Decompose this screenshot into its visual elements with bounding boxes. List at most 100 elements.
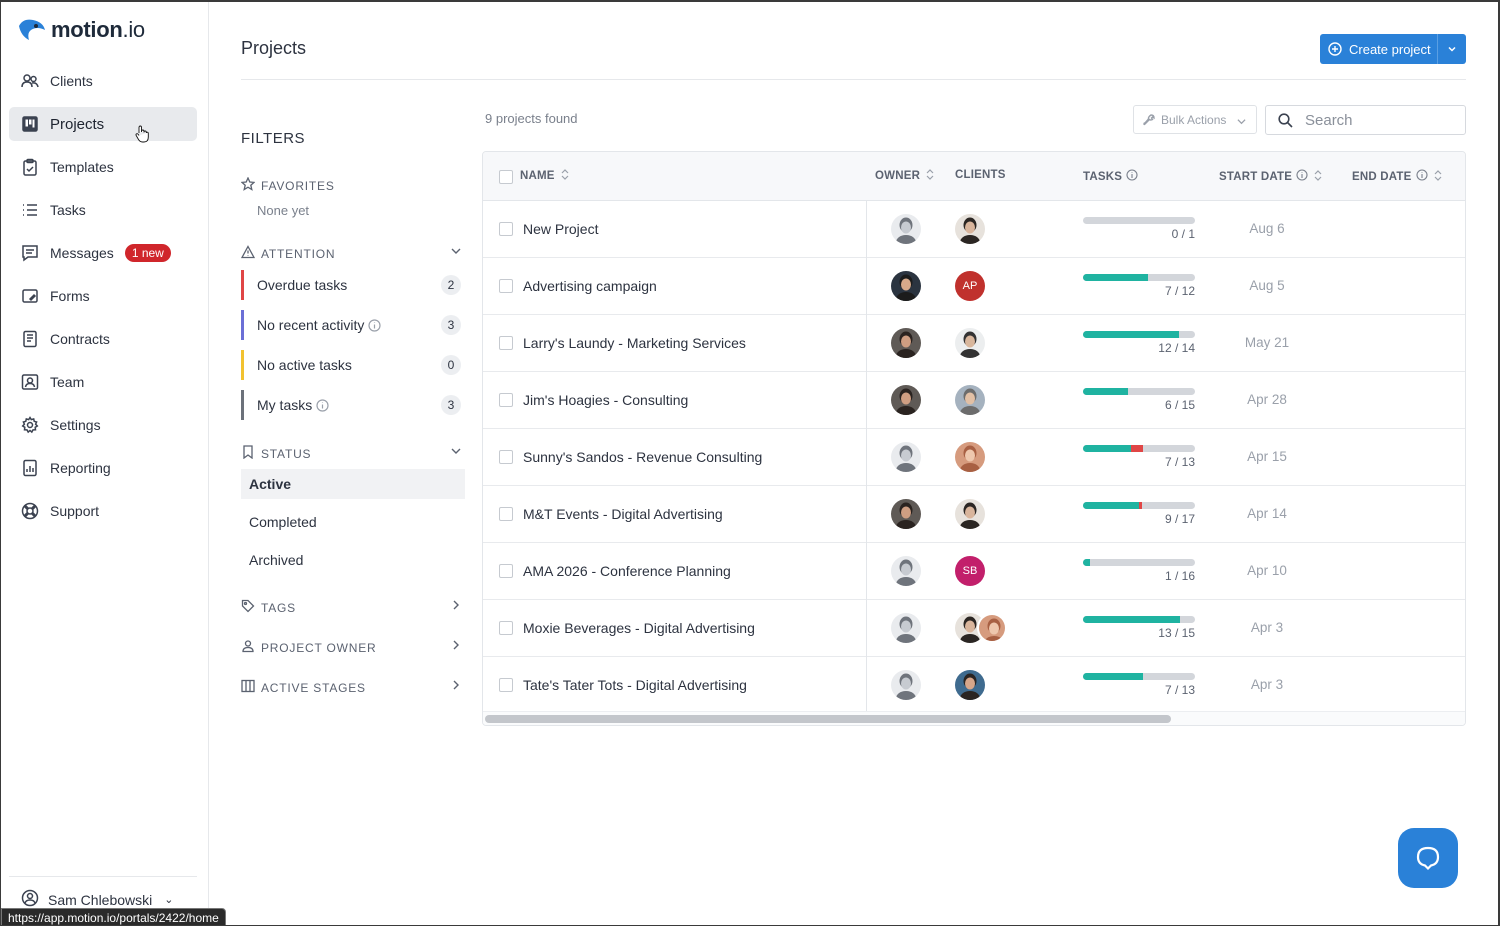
table-row[interactable]: Advertising campaign AP 7 / 12 Aug 5: [483, 258, 1465, 315]
info-icon[interactable]: [1292, 169, 1308, 184]
filter-my-tasks[interactable]: My tasks 3: [241, 390, 465, 420]
row-checkbox[interactable]: [499, 336, 513, 350]
info-icon[interactable]: [312, 396, 329, 415]
table-row[interactable]: Jim's Hoagies - Consulting 6 / 15 Apr 28: [483, 372, 1465, 429]
sidebar-item-settings[interactable]: Settings: [9, 408, 197, 442]
table-row[interactable]: Moxie Beverages - Digital Advertising 13 …: [483, 600, 1465, 657]
client-avatar[interactable]: [955, 670, 985, 700]
sidebar-item-reporting[interactable]: Reporting: [9, 451, 197, 485]
team-icon: [21, 373, 39, 391]
messages-icon: [21, 244, 39, 262]
task-progress-bar: [1083, 616, 1195, 623]
sidebar-item-contracts[interactable]: Contracts: [9, 322, 197, 356]
owner-avatar[interactable]: [891, 328, 921, 358]
create-project-dropdown[interactable]: [1437, 34, 1466, 64]
sidebar-item-label: Templates: [50, 159, 114, 175]
client-avatar[interactable]: [955, 499, 985, 529]
project-name[interactable]: New Project: [523, 221, 599, 237]
sidebar-item-team[interactable]: Team: [9, 365, 197, 399]
row-checkbox[interactable]: [499, 393, 513, 407]
status-section[interactable]: STATUS: [241, 445, 465, 462]
owner-avatar[interactable]: [891, 613, 921, 643]
create-project-button[interactable]: Create project: [1320, 34, 1437, 64]
project-name[interactable]: Tate's Tater Tots - Digital Advertising: [523, 677, 747, 693]
count-badge: 3: [441, 395, 461, 415]
count-badge: 3: [441, 315, 461, 335]
tags-section[interactable]: TAGS: [241, 599, 465, 616]
owner-avatar[interactable]: [891, 670, 921, 700]
select-all-checkbox[interactable]: [499, 170, 513, 184]
sidebar-item-messages[interactable]: Messages 1 new: [9, 236, 197, 270]
status-completed[interactable]: Completed: [249, 514, 317, 530]
client-avatar[interactable]: [955, 385, 985, 415]
client-avatar[interactable]: SB: [955, 556, 985, 586]
search-input[interactable]: [1305, 111, 1455, 129]
project-name[interactable]: M&T Events - Digital Advertising: [523, 506, 723, 522]
logo[interactable]: motion.io: [17, 16, 145, 44]
info-icon[interactable]: [364, 316, 381, 335]
table-row[interactable]: Tate's Tater Tots - Digital Advertising 7…: [483, 657, 1465, 714]
sidebar-item-label: Contracts: [50, 331, 110, 347]
sidebar-item-forms[interactable]: Forms: [9, 279, 197, 313]
row-checkbox[interactable]: [499, 450, 513, 464]
sidebar-item-label: Messages: [50, 245, 114, 261]
status-archived[interactable]: Archived: [249, 552, 304, 568]
project-name[interactable]: Sunny's Sandos - Revenue Consulting: [523, 449, 763, 465]
owner-avatar[interactable]: [891, 271, 921, 301]
bulk-actions-button[interactable]: Bulk Actions: [1133, 105, 1257, 134]
project-name[interactable]: Moxie Beverages - Digital Advertising: [523, 620, 755, 636]
owner-avatar[interactable]: [891, 556, 921, 586]
owner-avatar[interactable]: [891, 442, 921, 472]
table-row[interactable]: M&T Events - Digital Advertising 9 / 17 Ap…: [483, 486, 1465, 543]
filter-overdue-tasks[interactable]: Overdue tasks 2: [241, 270, 465, 300]
attention-section[interactable]: ATTENTION: [240, 245, 465, 262]
info-icon[interactable]: [1122, 169, 1138, 184]
task-count: 6 / 15: [1164, 398, 1195, 412]
sidebar-item-clients[interactable]: Clients: [9, 64, 197, 98]
indicator-bar: [241, 390, 244, 420]
project-name[interactable]: Jim's Hoagies - Consulting: [523, 392, 689, 408]
user-menu[interactable]: Sam Chlebowski ⌄: [21, 889, 173, 910]
sidebar-item-projects[interactable]: Projects: [9, 107, 197, 143]
owner-avatar[interactable]: [891, 214, 921, 244]
project-name[interactable]: Advertising campaign: [523, 278, 657, 294]
client-avatar[interactable]: [955, 328, 985, 358]
task-progress-bar: [1083, 331, 1195, 338]
owner-avatar[interactable]: [891, 385, 921, 415]
horizontal-scrollbar[interactable]: [485, 715, 1171, 723]
motion-logo-icon: [19, 19, 45, 40]
sidebar-item-support[interactable]: Support: [9, 494, 197, 528]
column-name[interactable]: NAME: [520, 169, 569, 183]
row-checkbox[interactable]: [499, 222, 513, 236]
row-checkbox[interactable]: [499, 564, 513, 578]
column-owner[interactable]: OWNER: [875, 169, 934, 183]
client-avatar[interactable]: [977, 613, 1007, 643]
favorites-section[interactable]: FAVORITES: [240, 176, 465, 194]
table-row[interactable]: AMA 2026 - Conference Planning SB 1 / 16 Ap…: [483, 543, 1465, 600]
status-active[interactable]: Active: [241, 469, 465, 499]
client-avatar[interactable]: [955, 214, 985, 244]
info-icon[interactable]: [1412, 169, 1428, 184]
column-start-date[interactable]: START DATE: [1219, 169, 1322, 184]
client-avatar[interactable]: AP: [955, 271, 985, 301]
filter-no-recent-activity[interactable]: No recent activity 3: [241, 310, 465, 340]
row-checkbox[interactable]: [499, 507, 513, 521]
project-owner-section[interactable]: PROJECT OWNER: [241, 639, 465, 656]
row-checkbox[interactable]: [499, 678, 513, 692]
table-row[interactable]: Larry's Laundy - Marketing Services 12 / …: [483, 315, 1465, 372]
column-end-date[interactable]: END DATE: [1352, 169, 1442, 184]
client-avatar[interactable]: [955, 442, 985, 472]
table-row[interactable]: New Project 0 / 1 Aug 6: [483, 201, 1465, 258]
chat-launcher-button[interactable]: [1398, 828, 1458, 888]
table-row[interactable]: Sunny's Sandos - Revenue Consulting 7 / 1…: [483, 429, 1465, 486]
row-checkbox[interactable]: [499, 621, 513, 635]
project-name[interactable]: Larry's Laundy - Marketing Services: [523, 335, 746, 351]
owner-avatar[interactable]: [891, 499, 921, 529]
row-checkbox[interactable]: [499, 279, 513, 293]
sidebar-item-tasks[interactable]: Tasks: [9, 193, 197, 227]
active-stages-section[interactable]: ACTIVE STAGES: [241, 679, 465, 696]
avatar-photo-icon: [955, 328, 985, 358]
project-name[interactable]: AMA 2026 - Conference Planning: [523, 563, 731, 579]
filter-no-active-tasks[interactable]: No active tasks 0: [241, 350, 465, 380]
sidebar-item-templates[interactable]: Templates: [9, 150, 197, 184]
